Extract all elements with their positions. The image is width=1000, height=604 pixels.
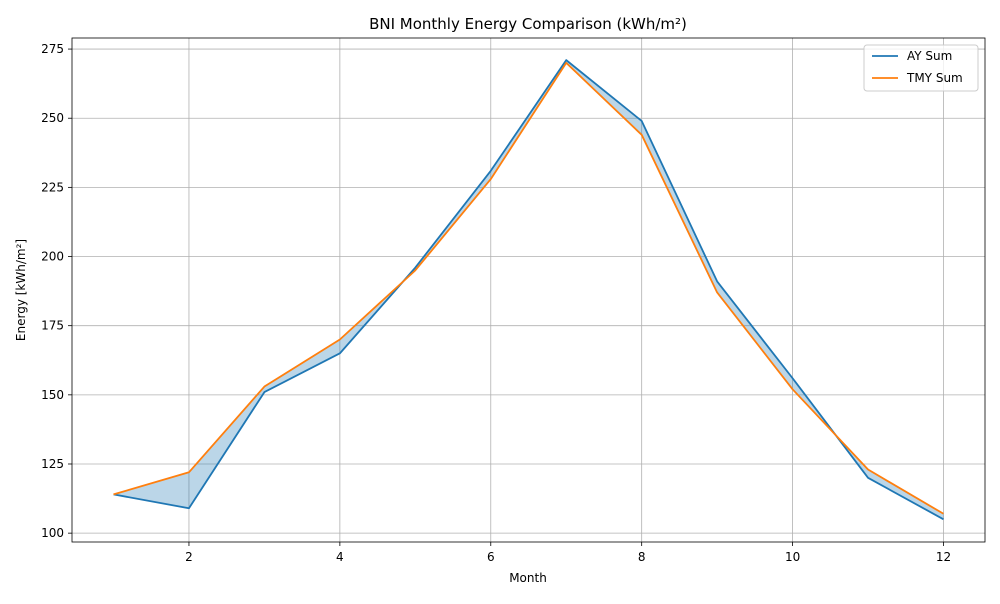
x-tick-label: 8 — [638, 550, 646, 564]
grid — [72, 38, 985, 542]
y-tick-label: 200 — [41, 250, 64, 264]
plot-frame — [71, 37, 986, 543]
ay-sum-line — [113, 59, 944, 521]
difference-area — [113, 60, 944, 520]
y-tick-label: 150 — [41, 388, 64, 402]
y-tick-label: 275 — [41, 42, 64, 56]
y-tick-label: 225 — [41, 180, 64, 194]
series-lines — [113, 59, 944, 521]
y-tick-label: 125 — [41, 457, 64, 471]
legend: AY Sum TMY Sum — [863, 44, 979, 92]
x-tick-label: 2 — [185, 550, 193, 564]
y-tick-label: 100 — [41, 526, 64, 540]
tmy-sum-line — [113, 61, 944, 515]
chart-title: BNI Monthly Energy Comparison (kWh/m²) — [369, 15, 687, 33]
y-axis-label: Energy [kWh/m²] — [14, 239, 28, 341]
x-tick-label: 10 — [785, 550, 800, 564]
legend-label-tmy: TMY Sum — [906, 71, 963, 85]
x-axis-label: Month — [509, 571, 547, 585]
y-axis-ticks: 100 125 150 175 200 225 250 275 — [41, 42, 72, 540]
x-tick-label: 4 — [336, 550, 344, 564]
x-tick-label: 12 — [936, 550, 951, 564]
legend-label-ay: AY Sum — [907, 49, 952, 63]
x-tick-label: 6 — [487, 550, 495, 564]
x-axis-ticks: 2 4 6 8 10 12 — [185, 542, 951, 564]
y-tick-label: 250 — [41, 111, 64, 125]
difference-fill — [113, 60, 944, 520]
y-tick-label: 175 — [41, 319, 64, 333]
